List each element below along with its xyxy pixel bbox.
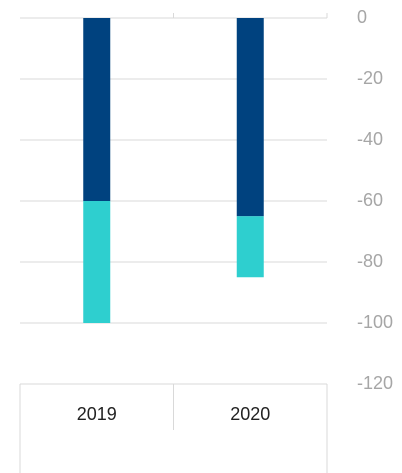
y-tick-label: -120 xyxy=(357,373,393,393)
y-tick-label: -60 xyxy=(357,190,383,210)
y-tick-label: 0 xyxy=(357,7,367,27)
bar-segment xyxy=(236,216,264,278)
x-tick-label: 2019 xyxy=(77,404,117,424)
x-tick-label: 2020 xyxy=(230,404,270,424)
bar-segment xyxy=(236,18,264,217)
y-tick-label: -100 xyxy=(357,312,393,332)
y-tick-label: -20 xyxy=(357,68,383,88)
bar-segment xyxy=(83,18,111,201)
bar-segment xyxy=(83,201,111,323)
y-tick-label: -80 xyxy=(357,251,383,271)
y-tick-label: -40 xyxy=(357,129,383,149)
